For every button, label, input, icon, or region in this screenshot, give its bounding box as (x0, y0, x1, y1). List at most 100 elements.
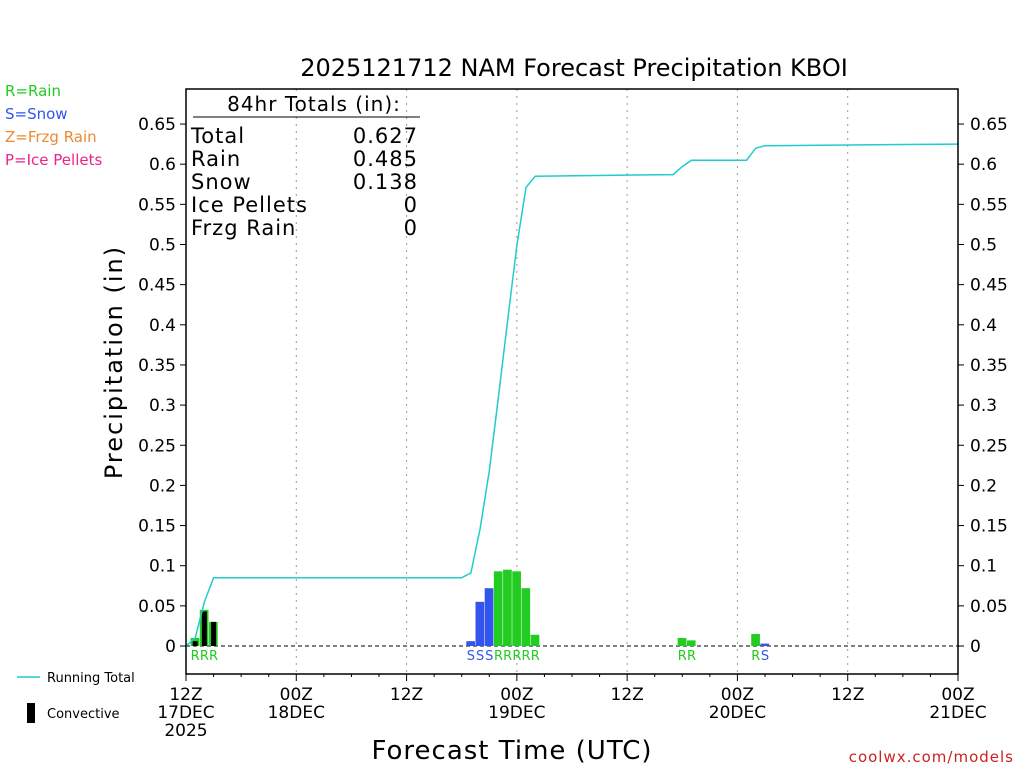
x-tick-label: 00Z (941, 685, 974, 705)
precip-bar (521, 588, 531, 646)
bars-layer (190, 569, 770, 646)
totals-row-label: Frzg Rain (191, 216, 296, 240)
y-tick-label-right: 0.35 (970, 356, 1008, 376)
watermark: coolwx.com/models (849, 748, 1014, 766)
bar-type-label: R (531, 649, 540, 664)
precip-bar (475, 601, 485, 646)
bar-type-label: S (485, 649, 493, 664)
y-tick-label-left: 0.15 (138, 517, 176, 537)
precip-bar (503, 569, 512, 646)
y-tick-label-right: 0.2 (970, 476, 997, 496)
totals-row-value: 0 (404, 216, 418, 240)
y-tick-label-left: 0 (165, 637, 176, 657)
chart-title: 2025121712 NAM Forecast Precipitation KB… (300, 54, 848, 82)
bar-type-label: R (494, 649, 503, 664)
y-tick-label-right: 0.05 (970, 597, 1008, 617)
precip-bar (484, 588, 494, 646)
y-tick-label-right: 0.55 (970, 195, 1008, 215)
convective-legend-label: Convective (47, 707, 120, 722)
bar-type-label: R (687, 649, 696, 664)
precip-bar (751, 633, 760, 646)
bar-type-label: S (761, 649, 769, 664)
y-tick-label-left: 0.45 (138, 276, 176, 296)
y-tick-label-right: 0.1 (970, 557, 997, 577)
running-total-legend-label: Running Total (47, 671, 135, 686)
y-tick-label-right: 0.65 (970, 115, 1008, 135)
x-tick-label: 21DEC (929, 703, 986, 723)
x-tick-label: 2025 (164, 721, 207, 741)
x-tick-label: 12Z (169, 685, 202, 705)
precip-bar (686, 640, 696, 646)
y-axis-label: Precipitation (in) (100, 245, 128, 479)
y-tick-label-right: 0.6 (970, 155, 997, 175)
type-legend-entry: P=Ice Pellets (5, 151, 102, 169)
precip-bar (760, 643, 770, 646)
x-tick-label: 00Z (500, 685, 533, 705)
y-tick-label-left: 0.3 (149, 396, 176, 416)
y-tick-label-left: 0.35 (138, 356, 176, 376)
x-tick-label: 18DEC (268, 703, 325, 723)
precip-bar (466, 641, 475, 646)
x-tick-label: 17DEC (157, 703, 214, 723)
bar-type-label: R (512, 649, 521, 664)
y-tick-label-right: 0.25 (970, 436, 1008, 456)
totals-row-value: 0.627 (353, 124, 418, 148)
y-tick-label-left: 0.25 (138, 436, 176, 456)
axes-layer: 0 00.05 0.050.1 0.10.15 0.150.2 0.20.25 0.250.… (138, 88, 1008, 741)
x-tick-label: 12Z (831, 685, 864, 705)
x-tick-label: 00Z (280, 685, 313, 705)
precip-bar (493, 571, 503, 646)
x-tick-label: 12Z (390, 685, 423, 705)
y-tick-label-left: 0.1 (149, 557, 176, 577)
x-axis-label: Forecast Time (UTC) (371, 736, 652, 766)
bar-type-label: R (191, 649, 200, 664)
bar-type-label: R (209, 649, 218, 664)
convective-bar (211, 621, 217, 646)
y-tick-label-left: 0.2 (149, 476, 176, 496)
bar-type-label: R (522, 649, 531, 664)
grid-layer (186, 89, 958, 674)
convective-legend-swatch (27, 703, 35, 723)
precip-bar (512, 571, 521, 646)
precip-bar (530, 634, 540, 646)
bar-type-label: R (751, 649, 760, 664)
y-tick-label-right: 0.5 (970, 236, 997, 256)
y-tick-label-right: 0.15 (970, 517, 1008, 537)
y-tick-label-right: 0.4 (970, 316, 997, 336)
y-tick-label-left: 0.5 (149, 236, 176, 256)
bar-type-label: S (476, 649, 484, 664)
type-legend-entry: R=Rain (5, 82, 61, 100)
series-legend: Running Total Convective (17, 671, 135, 723)
totals-box: 84hr Totals (in): Total 0.627 Rain 0.485 Snow… (190, 92, 420, 240)
y-tick-label-left: 0.55 (138, 195, 176, 215)
bar-type-label: R (200, 649, 209, 664)
type-legend-entry: Z=Frzg Rain (5, 128, 97, 146)
totals-row-label: Snow (191, 170, 252, 194)
y-tick-label-left: 0.4 (149, 316, 176, 336)
y-tick-label-left: 0.65 (138, 115, 176, 135)
totals-row-value: 0.138 (353, 170, 418, 194)
y-tick-label-right: 0 (970, 637, 981, 657)
y-tick-label-right: 0.45 (970, 276, 1008, 296)
x-tick-label: 19DEC (488, 703, 545, 723)
y-tick-label-left: 0.6 (149, 155, 176, 175)
precip-type-legend: R=Rain S=Snow Z=Frzg Rain P=Ice Pellets (5, 82, 102, 169)
totals-row-value: 0.485 (353, 147, 418, 171)
running-total-line (185, 143, 959, 647)
x-tick-label: 20DEC (709, 703, 766, 723)
totals-row-value: 0 (404, 193, 418, 217)
x-tick-label: 12Z (611, 685, 644, 705)
convective-bar (192, 641, 198, 646)
totals-row-label: Total (190, 124, 245, 148)
type-legend-entry: S=Snow (5, 105, 68, 123)
bar-type-label: R (678, 649, 687, 664)
totals-row-label: Rain (191, 147, 241, 171)
totals-row-label: Ice Pellets (191, 193, 308, 217)
totals-header: 84hr Totals (in): (227, 92, 401, 116)
running-total-layer (185, 143, 959, 647)
precip-bar (677, 637, 687, 646)
bar-type-label: R (503, 649, 512, 664)
y-tick-label-right: 0.3 (970, 396, 997, 416)
